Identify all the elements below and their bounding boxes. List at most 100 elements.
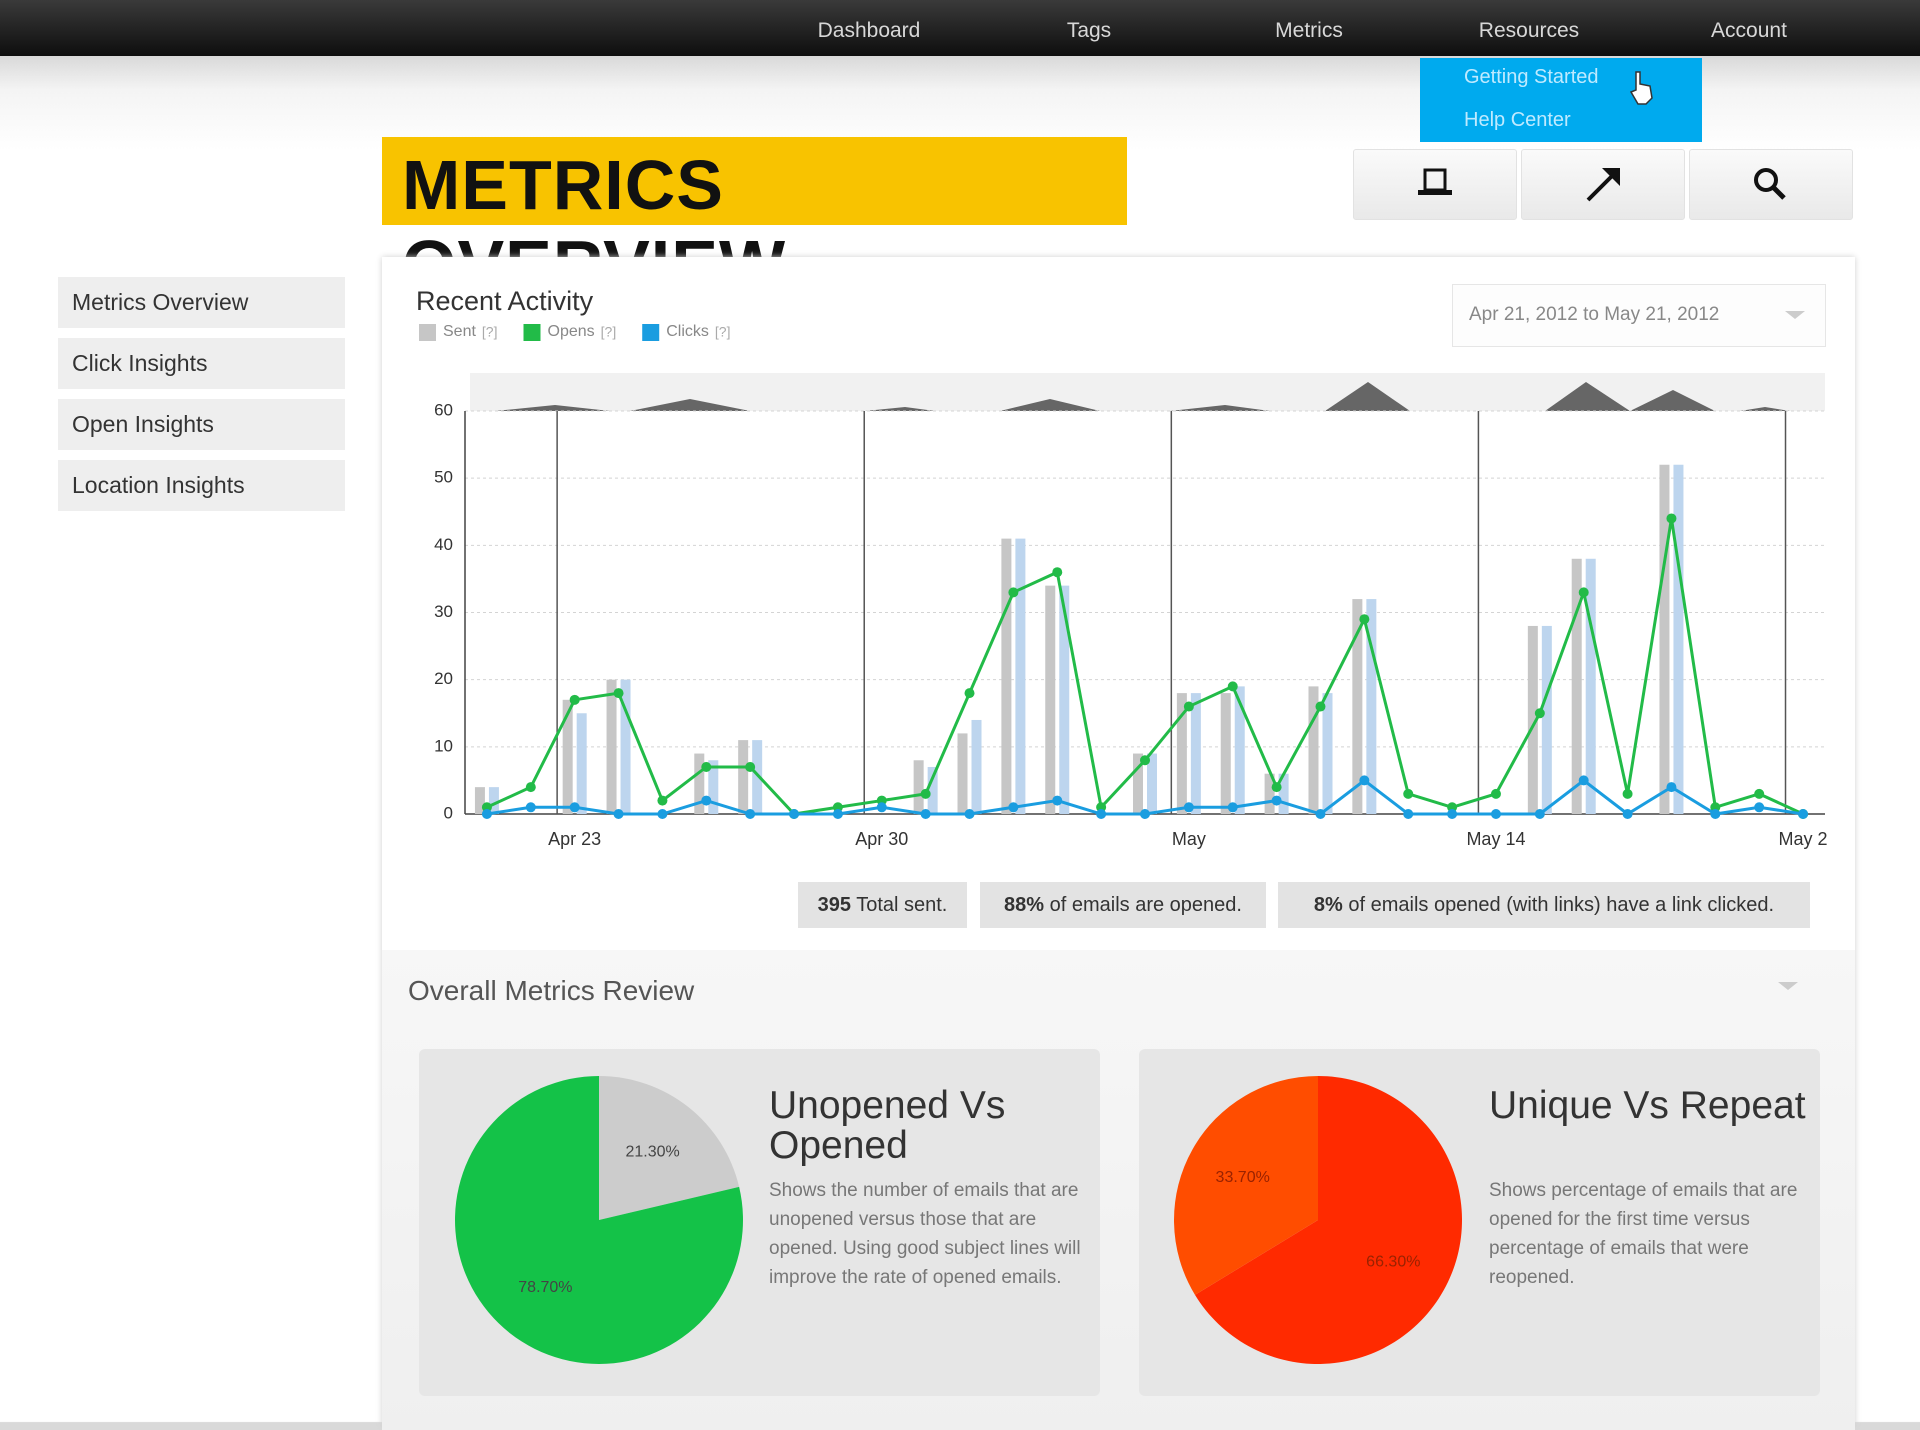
point — [920, 788, 931, 799]
pie-description: Shows percentage of emails that are open… — [1489, 1180, 1798, 1288]
point — [1534, 708, 1545, 719]
bar — [1308, 686, 1319, 814]
bar — [620, 679, 631, 814]
legend-help: [?] — [601, 324, 617, 340]
x-tick-label: May — [1172, 829, 1206, 849]
bar — [913, 760, 924, 814]
point — [832, 809, 843, 819]
sidebar-item[interactable]: Metrics Overview — [58, 277, 345, 328]
sidebar-item[interactable]: Location Insights — [58, 460, 345, 511]
nav-item[interactable]: Metrics — [1275, 19, 1343, 42]
x-tick-label: May 2 — [1779, 829, 1828, 849]
point — [1359, 775, 1370, 786]
date-range: Apr 21, 2012 to May 21, 2012 — [1469, 304, 1720, 325]
stat-text: Total sent. — [851, 894, 948, 916]
bar — [738, 740, 749, 814]
legend-swatch — [523, 324, 541, 341]
bar — [1015, 538, 1026, 814]
bar — [562, 699, 573, 814]
point — [657, 795, 668, 806]
bar — [1541, 625, 1552, 814]
point — [1754, 802, 1765, 813]
pie-title: Unopened Vs Opened — [769, 1084, 1006, 1167]
bar — [474, 787, 485, 814]
point — [1622, 788, 1633, 799]
point — [701, 795, 712, 806]
y-tick-label: 30 — [434, 602, 453, 621]
y-tick-label: 10 — [434, 736, 453, 755]
point — [1490, 788, 1501, 799]
point — [1183, 701, 1194, 712]
point — [1183, 802, 1194, 813]
point — [1622, 809, 1633, 819]
y-tick-label: 60 — [434, 400, 453, 419]
point — [1140, 755, 1150, 766]
x-tick-label: Apr 30 — [855, 829, 908, 849]
point — [964, 688, 975, 699]
pie-slice — [1174, 1076, 1318, 1295]
x-tick-label: Apr 23 — [548, 829, 601, 849]
cursor-icon — [1629, 71, 1653, 105]
point — [1666, 782, 1677, 793]
point — [789, 809, 800, 819]
nav-item[interactable]: Account — [1711, 19, 1787, 42]
bar — [1264, 773, 1275, 814]
y-tick-label: 0 — [444, 803, 453, 822]
point — [569, 802, 580, 813]
pie-label: 21.30% — [625, 1143, 679, 1160]
point — [1798, 809, 1809, 819]
share-button[interactable] — [1521, 149, 1685, 220]
x-tick-label: May 14 — [1466, 829, 1525, 849]
legend-label: Opens — [548, 323, 595, 340]
search-icon — [1754, 168, 1786, 200]
stat-box: 8% of emails opened (with links) have a … — [1278, 882, 1810, 928]
point — [525, 782, 536, 793]
y-tick-label: 40 — [434, 535, 453, 554]
bar — [488, 787, 499, 814]
stat-text: of emails opened (with links) have a lin… — [1342, 894, 1775, 916]
nav-item[interactable]: Resources — [1478, 19, 1580, 42]
point — [1403, 788, 1414, 799]
bar — [606, 679, 617, 814]
point — [613, 809, 624, 819]
point — [964, 809, 975, 819]
search-button[interactable] — [1689, 149, 1853, 220]
laptop-button[interactable] — [1353, 149, 1517, 220]
bar — [694, 753, 705, 814]
dropdown-item[interactable]: Help Center — [1464, 109, 1571, 131]
chart-title: Recent Activity — [416, 286, 594, 316]
bar — [752, 740, 763, 814]
stat-value: 8% — [1313, 894, 1343, 916]
point — [481, 809, 492, 819]
date-range-select[interactable]: Apr 21, 2012 to May 21, 2012 — [1452, 284, 1826, 347]
dropdown-item[interactable]: Getting Started — [1464, 66, 1599, 88]
nav-item[interactable]: Dashboard — [817, 19, 921, 42]
point — [657, 809, 668, 819]
point — [613, 688, 624, 699]
bar — [1190, 693, 1201, 814]
nav-item[interactable]: Tags — [1066, 19, 1112, 42]
bar — [1045, 585, 1056, 814]
legend-help: [?] — [482, 324, 498, 340]
point — [701, 761, 712, 772]
point — [1008, 802, 1019, 813]
bar — [1220, 693, 1231, 814]
point — [1315, 701, 1326, 712]
pie-slice — [1194, 1076, 1462, 1364]
pie-label: 78.70% — [518, 1279, 572, 1296]
point — [920, 809, 931, 819]
bar — [1147, 753, 1157, 814]
bar — [1527, 625, 1538, 814]
point — [1052, 795, 1063, 806]
sidebar-item[interactable]: Open Insights — [58, 399, 345, 450]
bar — [1176, 693, 1187, 814]
point — [1447, 809, 1458, 819]
chevron — [1785, 311, 1805, 319]
series-line — [486, 518, 1804, 816]
stat-box: 88% of emails are opened. — [980, 882, 1266, 928]
sidebar-item[interactable]: Click Insights — [58, 338, 345, 389]
legend-help: [?] — [715, 324, 731, 340]
bar — [971, 719, 982, 814]
